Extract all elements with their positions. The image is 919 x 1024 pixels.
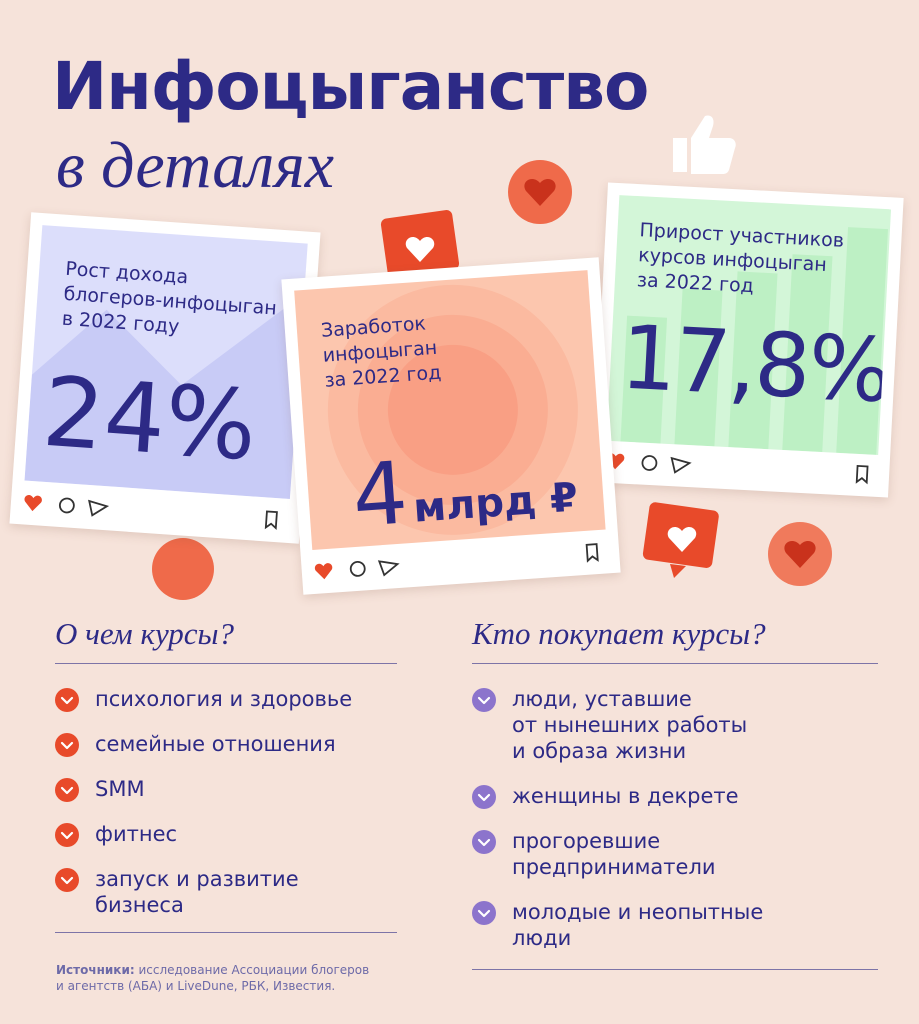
list-item: молодые и неопытные люди (472, 899, 763, 951)
card-graphic (620, 227, 888, 455)
check-icon (472, 688, 496, 712)
check-icon (472, 901, 496, 925)
card-panel: Заработок инфоцыган за 2022 год 4 млрд ₽ (294, 270, 606, 550)
list-item: прогоревшие предприниматели (472, 828, 716, 880)
item-line: фитнес (95, 822, 178, 846)
thumb-icon (673, 115, 736, 174)
heart-badge (642, 502, 719, 578)
check-icon (472, 830, 496, 854)
action-icons (314, 543, 599, 580)
section-heading: О чем курсы? (55, 616, 235, 651)
divider (55, 932, 397, 933)
item-line: люди (512, 926, 572, 950)
card-panel: Прирост участников курсов инфоцыган за 2… (606, 195, 892, 455)
sources-label: Источники: (56, 963, 135, 977)
list-item: психология и здоровье (55, 686, 352, 712)
item-line: SMM (95, 777, 145, 801)
check-icon (55, 868, 79, 892)
card-value: 24% (39, 355, 261, 483)
item-line: от нынешних работы (512, 713, 748, 737)
card-value: 17,8% (618, 305, 892, 423)
item-line: прогоревшие (512, 829, 661, 853)
card-label: Заработок инфоцыган за 2022 год (320, 311, 442, 394)
item-line: семейные отношения (95, 732, 336, 756)
subtitle: в деталях (56, 129, 334, 202)
card: Прирост участников курсов инфоцыган за 2… (592, 182, 904, 498)
list-item: запуск и развитие бизнеса (55, 866, 299, 918)
card-actions (605, 449, 878, 487)
list-item: семейные отношения (55, 731, 336, 757)
item-line: женщины в декрете (512, 784, 739, 808)
card-graphic (24, 293, 305, 500)
list-item: женщины в декрете (472, 783, 739, 809)
card-actions (22, 490, 289, 532)
item-line: молодые и неопытные (512, 900, 764, 924)
action-icons (24, 495, 278, 531)
card-actions (313, 539, 608, 583)
check-icon (55, 823, 79, 847)
divider (472, 969, 878, 970)
list-item: люди, уставшие от нынешних работы и образа… (472, 686, 747, 764)
check-icon (55, 688, 79, 712)
item-line: запуск и развитие (95, 867, 299, 891)
check-icon (55, 778, 79, 802)
heart-icon (784, 541, 816, 568)
value-number: 4 (349, 443, 411, 547)
card-graphic (327, 284, 578, 535)
check-icon (55, 733, 79, 757)
action-icons (606, 453, 869, 485)
heart-bubble (152, 538, 214, 600)
heart-icon (524, 179, 556, 206)
item-line: психология и здоровье (95, 687, 353, 711)
card: Заработок инфоцыган за 2022 год 4 млрд ₽ (281, 257, 621, 595)
item-line: люди, уставшие (512, 687, 692, 711)
list-item: фитнес (55, 821, 177, 847)
title: Инфоцыганство (52, 48, 649, 125)
check-icon (472, 785, 496, 809)
card-label: Рост дохода блогеров-инфоцыган в 2022 го… (61, 257, 279, 347)
sources-line: и агентств (АБА) и LiveDune, РБК, Извест… (56, 979, 336, 993)
card: Рост дохода блогеров-инфоцыган в 2022 го… (9, 212, 321, 544)
divider (55, 663, 397, 664)
card-value: 4 млрд ₽ (349, 431, 580, 547)
divider (472, 663, 878, 664)
list-item: SMM (55, 776, 145, 802)
sources: Источники: исследование Ассоциации блоге… (56, 962, 369, 994)
card-panel: Рост дохода блогеров-инфоцыган в 2022 го… (24, 225, 308, 500)
sources-line: исследование Ассоциации блогеров (138, 963, 370, 977)
value-unit: млрд ₽ (411, 474, 580, 532)
card-label: Прирост участников курсов инфоцыган за 2… (636, 218, 844, 304)
section-heading: Кто покупает курсы? (472, 616, 766, 651)
item-line: и образа жизни (512, 739, 687, 763)
item-line: бизнеса (95, 893, 184, 917)
item-line: предприниматели (512, 855, 716, 879)
